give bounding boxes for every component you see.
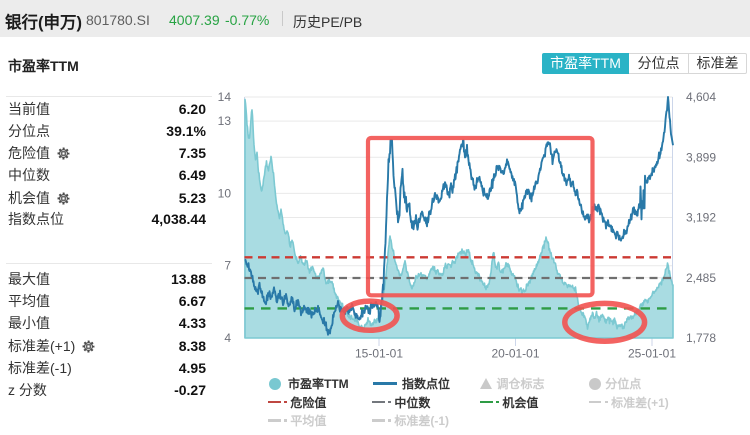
- svg-text:7: 7: [224, 259, 231, 273]
- svg-text:4: 4: [224, 331, 231, 345]
- svg-text:10: 10: [218, 186, 232, 200]
- svg-text:20-01-01: 20-01-01: [491, 347, 539, 361]
- svg-text:14: 14: [218, 90, 232, 104]
- svg-text:4,604: 4,604: [686, 90, 716, 104]
- svg-text:3,192: 3,192: [686, 211, 716, 225]
- svg-text:1,778: 1,778: [686, 331, 716, 345]
- svg-text:3,899: 3,899: [686, 150, 716, 164]
- svg-text:2,485: 2,485: [686, 271, 716, 285]
- svg-text:13: 13: [218, 114, 232, 128]
- svg-text:25-01-01: 25-01-01: [628, 347, 676, 361]
- svg-text:15-01-01: 15-01-01: [355, 347, 403, 361]
